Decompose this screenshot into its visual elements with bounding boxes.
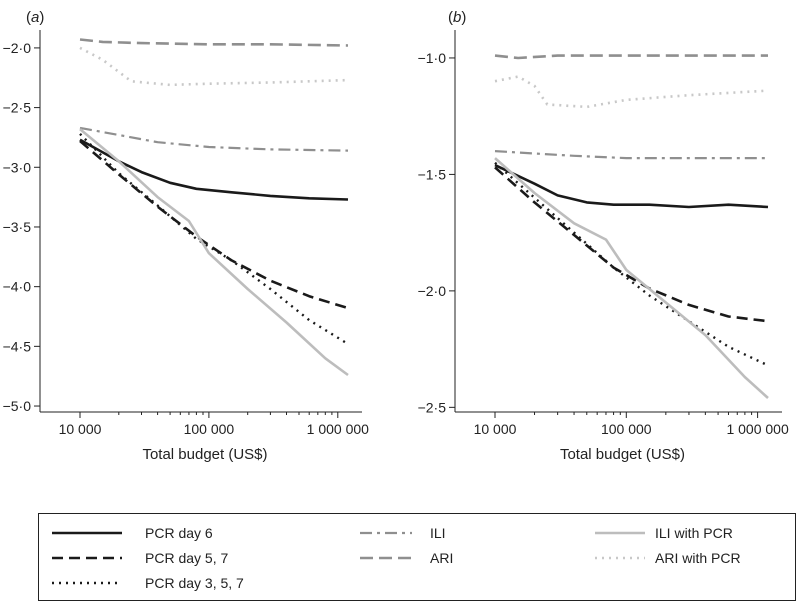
legend-item: ARI (360, 550, 453, 566)
legend-item: PCR day 6 (52, 525, 213, 541)
x-tick-label: 10 000 (59, 421, 102, 437)
y-tick-label: −1·0 (418, 50, 447, 66)
x-tick-label: 100 000 (601, 421, 652, 437)
x-tick-label: 100 000 (184, 421, 235, 437)
legend-label: ARI with PCR (655, 550, 741, 566)
legend-label: ILI with PCR (655, 525, 733, 541)
y-tick-label: −2·0 (3, 40, 32, 56)
legend-item: ILI with PCR (595, 525, 733, 541)
y-tick-label: −1·5 (418, 166, 447, 182)
series-line-ari-with-pcr (494, 75, 769, 109)
y-tick-label: −5·0 (3, 398, 32, 414)
legend-label: ILI (430, 525, 446, 541)
series-line-ili-with-pcr (494, 157, 769, 399)
x-axis-label: Total budget (US$) (142, 446, 267, 463)
series-line-ari (494, 54, 768, 60)
series-line-pcr-day-6 (494, 163, 769, 209)
series-line-pcr-day-5-7 (79, 140, 349, 310)
chart-panel-a: (a) −2·0 −2·5 −3·0 −3·5 −4·0 −4·5 −5·0 10 000 100… (3, 9, 370, 463)
series-line-ari-with-pcr (79, 46, 349, 87)
x-axis-label: Total budget (US$) (560, 446, 685, 463)
panel-label: (b) (448, 9, 466, 26)
x-tick-label: 1 000 000 (726, 421, 788, 437)
legend: PCR day 6 PCR day 5, 7 PCR day 3, 5, 7 ILI A… (52, 525, 741, 591)
y-tick-label: −4·0 (3, 279, 32, 295)
chart-panel-b: (b) −1·0 −1·5 −2·0 −2·5 10 000 100 000 1 000 00… (418, 9, 789, 463)
legend-label: PCR day 5, 7 (145, 550, 228, 566)
x-tick-label: 10 000 (474, 421, 517, 437)
series-line-ili (494, 150, 768, 160)
legend-item: PCR day 3, 5, 7 (52, 575, 244, 591)
y-tick-label: −2·5 (418, 399, 447, 415)
legend-label: PCR day 3, 5, 7 (145, 575, 244, 591)
legend-item: PCR day 5, 7 (52, 550, 228, 566)
series-line-pcr-day-3-5-7 (79, 133, 349, 346)
legend-box (38, 513, 796, 601)
y-tick-label: −3·0 (3, 159, 32, 175)
x-tick-label: 1 000 000 (307, 421, 369, 437)
panel-label: (a) (26, 9, 44, 26)
series-line-ari (79, 38, 349, 47)
series-line-ili (79, 126, 349, 152)
series-line-pcr-day-6 (79, 138, 349, 201)
y-tick-label: −2·5 (3, 100, 32, 116)
legend-item: ILI (360, 525, 446, 541)
y-tick-label: −4·5 (3, 338, 32, 354)
y-tick-label: −3·5 (3, 219, 32, 235)
y-tick-label: −2·0 (418, 283, 447, 299)
legend-item: ARI with PCR (595, 550, 741, 566)
legend-label: PCR day 6 (145, 525, 213, 541)
legend-label: ARI (430, 550, 453, 566)
series-line-ili-with-pcr (79, 128, 349, 377)
series-line-pcr-day-5-7 (494, 166, 769, 323)
